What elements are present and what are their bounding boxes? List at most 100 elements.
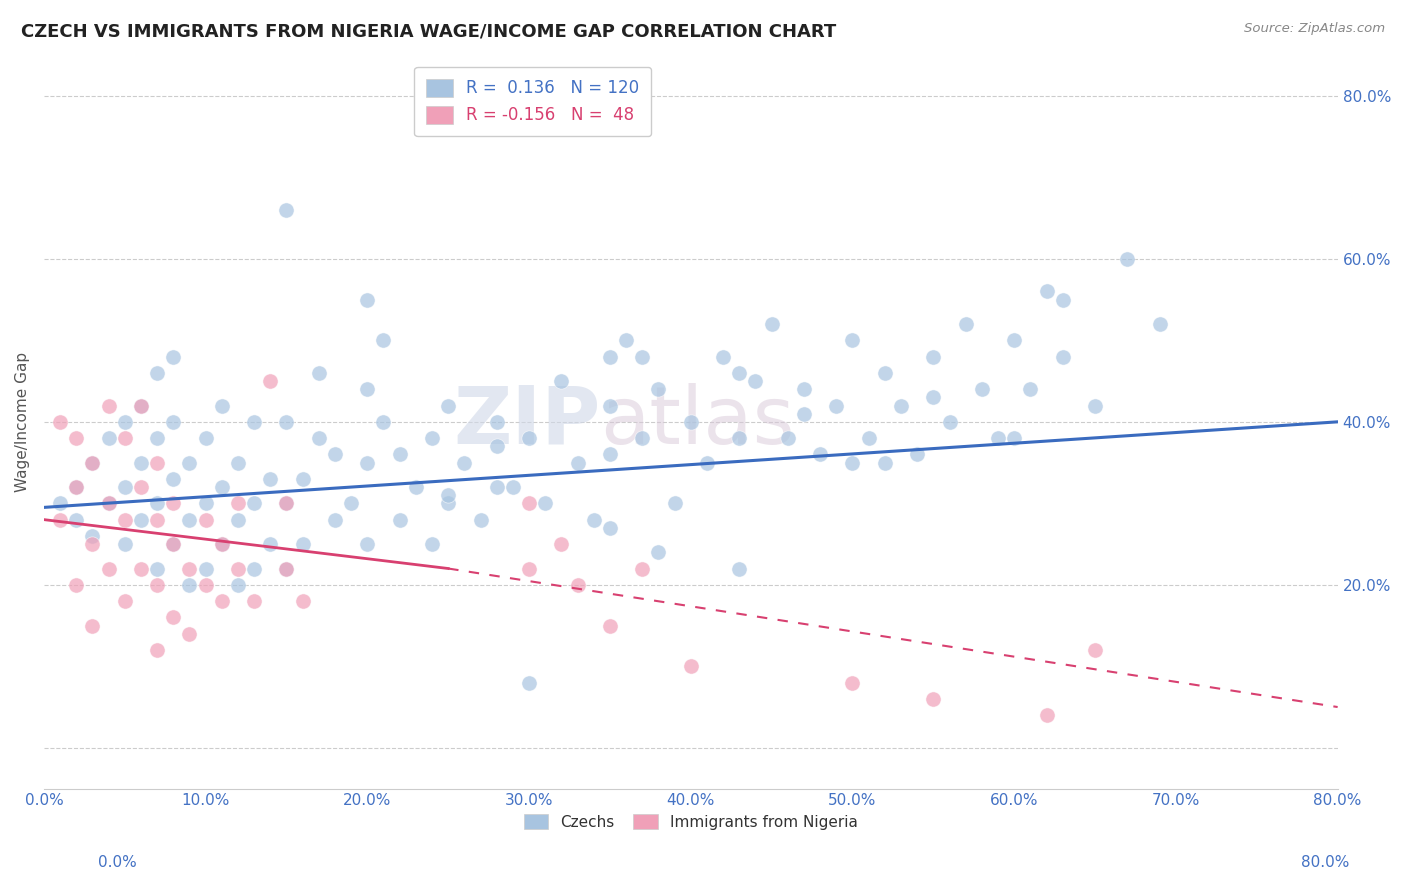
Point bbox=[631, 350, 654, 364]
Point bbox=[841, 675, 863, 690]
Point bbox=[873, 366, 896, 380]
Point bbox=[614, 334, 637, 348]
Point bbox=[373, 334, 395, 348]
Point bbox=[437, 399, 460, 413]
Point bbox=[276, 202, 298, 217]
Point bbox=[114, 513, 136, 527]
Point bbox=[825, 399, 848, 413]
Point bbox=[502, 480, 524, 494]
Point bbox=[65, 480, 87, 494]
Point bbox=[470, 513, 492, 527]
Point bbox=[340, 496, 363, 510]
Point bbox=[226, 578, 249, 592]
Point bbox=[146, 578, 169, 592]
Point bbox=[97, 399, 120, 413]
Point bbox=[114, 480, 136, 494]
Point bbox=[162, 610, 184, 624]
Point bbox=[276, 496, 298, 510]
Point bbox=[162, 350, 184, 364]
Point bbox=[405, 480, 427, 494]
Point bbox=[226, 456, 249, 470]
Point bbox=[1052, 350, 1074, 364]
Point bbox=[517, 675, 540, 690]
Point bbox=[453, 456, 475, 470]
Point bbox=[922, 350, 945, 364]
Point bbox=[162, 415, 184, 429]
Point bbox=[728, 366, 751, 380]
Point bbox=[179, 578, 201, 592]
Point bbox=[485, 415, 508, 429]
Point bbox=[761, 317, 783, 331]
Point bbox=[744, 374, 766, 388]
Point bbox=[179, 626, 201, 640]
Point bbox=[179, 513, 201, 527]
Point bbox=[291, 594, 314, 608]
Point bbox=[534, 496, 557, 510]
Point bbox=[65, 480, 87, 494]
Point bbox=[776, 431, 799, 445]
Point bbox=[129, 399, 152, 413]
Point bbox=[905, 447, 928, 461]
Point bbox=[356, 456, 378, 470]
Point bbox=[437, 488, 460, 502]
Point bbox=[82, 456, 104, 470]
Point bbox=[599, 350, 621, 364]
Text: ZIP: ZIP bbox=[453, 383, 600, 461]
Point bbox=[211, 480, 233, 494]
Point bbox=[599, 447, 621, 461]
Point bbox=[517, 496, 540, 510]
Point bbox=[599, 521, 621, 535]
Point bbox=[226, 513, 249, 527]
Point bbox=[841, 456, 863, 470]
Point bbox=[162, 537, 184, 551]
Point bbox=[194, 578, 217, 592]
Point bbox=[356, 537, 378, 551]
Point bbox=[194, 431, 217, 445]
Point bbox=[65, 431, 87, 445]
Point bbox=[420, 537, 443, 551]
Point bbox=[323, 513, 346, 527]
Point bbox=[567, 578, 589, 592]
Point bbox=[162, 472, 184, 486]
Point bbox=[259, 537, 281, 551]
Point bbox=[679, 659, 702, 673]
Point bbox=[97, 431, 120, 445]
Point bbox=[276, 561, 298, 575]
Point bbox=[114, 431, 136, 445]
Point bbox=[97, 561, 120, 575]
Point bbox=[114, 594, 136, 608]
Point bbox=[1019, 382, 1042, 396]
Point bbox=[922, 391, 945, 405]
Point bbox=[485, 480, 508, 494]
Point bbox=[146, 496, 169, 510]
Point bbox=[194, 496, 217, 510]
Point bbox=[647, 545, 669, 559]
Point bbox=[276, 496, 298, 510]
Point bbox=[276, 415, 298, 429]
Point bbox=[582, 513, 605, 527]
Point bbox=[1149, 317, 1171, 331]
Point bbox=[65, 513, 87, 527]
Point bbox=[711, 350, 734, 364]
Point bbox=[146, 561, 169, 575]
Point bbox=[179, 561, 201, 575]
Point bbox=[437, 496, 460, 510]
Point bbox=[647, 382, 669, 396]
Y-axis label: Wage/Income Gap: Wage/Income Gap bbox=[15, 351, 30, 491]
Text: 0.0%: 0.0% bbox=[98, 855, 138, 870]
Point bbox=[599, 618, 621, 632]
Text: Source: ZipAtlas.com: Source: ZipAtlas.com bbox=[1244, 22, 1385, 36]
Point bbox=[259, 374, 281, 388]
Point bbox=[97, 496, 120, 510]
Legend: Czechs, Immigrants from Nigeria: Czechs, Immigrants from Nigeria bbox=[517, 807, 863, 836]
Point bbox=[841, 334, 863, 348]
Text: atlas: atlas bbox=[600, 383, 794, 461]
Point bbox=[1002, 431, 1025, 445]
Point bbox=[49, 496, 72, 510]
Point bbox=[664, 496, 686, 510]
Text: CZECH VS IMMIGRANTS FROM NIGERIA WAGE/INCOME GAP CORRELATION CHART: CZECH VS IMMIGRANTS FROM NIGERIA WAGE/IN… bbox=[21, 22, 837, 40]
Point bbox=[129, 480, 152, 494]
Point bbox=[129, 561, 152, 575]
Point bbox=[226, 496, 249, 510]
Point bbox=[211, 537, 233, 551]
